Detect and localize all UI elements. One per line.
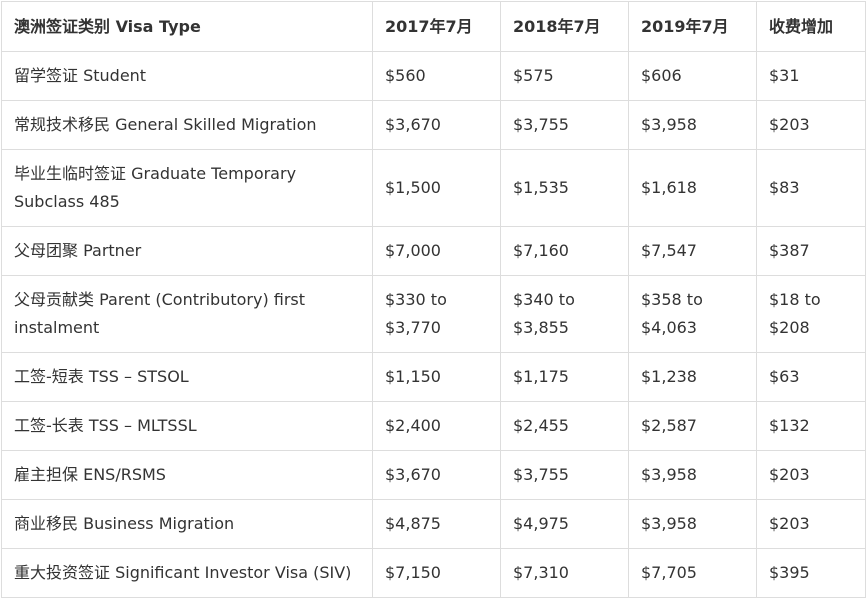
cell-2017: $3,670 xyxy=(372,450,501,500)
table-row: 常规技术移民 General Skilled Migration $3,670 … xyxy=(1,100,866,150)
table-row: 留学签证 Student $560 $575 $606 $31 xyxy=(1,51,866,101)
cell-2018: $7,160 xyxy=(500,226,629,276)
cell-visa-type: 重大投资签证 Significant Investor Visa (SIV) xyxy=(1,548,373,598)
cell-visa-type: 父母贡献类 Parent (Contributory) first instal… xyxy=(1,275,373,353)
cell-2019: $3,958 xyxy=(628,450,757,500)
cell-2018: $2,455 xyxy=(500,401,629,451)
table-row: 工签-长表 TSS – MLTSSL $2,400 $2,455 $2,587 … xyxy=(1,401,866,451)
cell-2019: $3,958 xyxy=(628,499,757,549)
cell-visa-type: 毕业生临时签证 Graduate Temporary Subclass 485 xyxy=(1,149,373,227)
cell-increase: $203 xyxy=(756,450,866,500)
cell-visa-type: 留学签证 Student xyxy=(1,51,373,101)
cell-2018: $4,975 xyxy=(500,499,629,549)
cell-visa-type: 商业移民 Business Migration xyxy=(1,499,373,549)
cell-increase: $387 xyxy=(756,226,866,276)
cell-2017: $7,000 xyxy=(372,226,501,276)
table-row: 父母贡献类 Parent (Contributory) first instal… xyxy=(1,275,866,353)
cell-2017: $7,150 xyxy=(372,548,501,598)
cell-increase: $395 xyxy=(756,548,866,598)
cell-2017: $560 xyxy=(372,51,501,101)
table-row: 雇主担保 ENS/RSMS $3,670 $3,755 $3,958 $203 xyxy=(1,450,866,500)
header-increase: 收费增加 xyxy=(756,1,866,52)
header-2019: 2019年7月 xyxy=(628,1,757,52)
table-row: 重大投资签证 Significant Investor Visa (SIV) $… xyxy=(1,548,866,598)
cell-2018: $7,310 xyxy=(500,548,629,598)
cell-visa-type: 工签-短表 TSS – STSOL xyxy=(1,352,373,402)
table-row: 商业移民 Business Migration $4,875 $4,975 $3… xyxy=(1,499,866,549)
cell-increase: $31 xyxy=(756,51,866,101)
cell-2017: $1,500 xyxy=(372,149,501,227)
cell-2018: $3,755 xyxy=(500,450,629,500)
cell-2019: $3,958 xyxy=(628,100,757,150)
cell-2017: $3,670 xyxy=(372,100,501,150)
cell-visa-type: 雇主担保 ENS/RSMS xyxy=(1,450,373,500)
cell-2019: $7,547 xyxy=(628,226,757,276)
cell-2018: $1,535 xyxy=(500,149,629,227)
cell-2019: $2,587 xyxy=(628,401,757,451)
header-visa-type: 澳洲签证类别 Visa Type xyxy=(1,1,373,52)
cell-visa-type: 工签-长表 TSS – MLTSSL xyxy=(1,401,373,451)
cell-2019: $358 to $4,063 xyxy=(628,275,757,353)
cell-2018: $1,175 xyxy=(500,352,629,402)
header-2018: 2018年7月 xyxy=(500,1,629,52)
cell-increase: $132 xyxy=(756,401,866,451)
cell-2017: $1,150 xyxy=(372,352,501,402)
cell-2017: $330 to $3,770 xyxy=(372,275,501,353)
cell-2017: $4,875 xyxy=(372,499,501,549)
table-row: 工签-短表 TSS – STSOL $1,150 $1,175 $1,238 $… xyxy=(1,352,866,402)
cell-visa-type: 父母团聚 Partner xyxy=(1,226,373,276)
cell-2018: $3,755 xyxy=(500,100,629,150)
cell-2019: $1,618 xyxy=(628,149,757,227)
cell-increase: $83 xyxy=(756,149,866,227)
table-row: 毕业生临时签证 Graduate Temporary Subclass 485 … xyxy=(1,149,866,227)
header-row: 澳洲签证类别 Visa Type 2017年7月 2018年7月 2019年7月… xyxy=(1,1,866,52)
cell-2019: $7,705 xyxy=(628,548,757,598)
header-2017: 2017年7月 xyxy=(372,1,501,52)
cell-increase: $203 xyxy=(756,100,866,150)
cell-increase: $63 xyxy=(756,352,866,402)
cell-2018: $575 xyxy=(500,51,629,101)
cell-increase: $203 xyxy=(756,499,866,549)
cell-2018: $340 to $3,855 xyxy=(500,275,629,353)
cell-2019: $1,238 xyxy=(628,352,757,402)
cell-visa-type: 常规技术移民 General Skilled Migration xyxy=(1,100,373,150)
cell-2019: $606 xyxy=(628,51,757,101)
table-row: 父母团聚 Partner $7,000 $7,160 $7,547 $387 xyxy=(1,226,866,276)
cell-2017: $2,400 xyxy=(372,401,501,451)
cell-increase: $18 to $208 xyxy=(756,275,866,353)
